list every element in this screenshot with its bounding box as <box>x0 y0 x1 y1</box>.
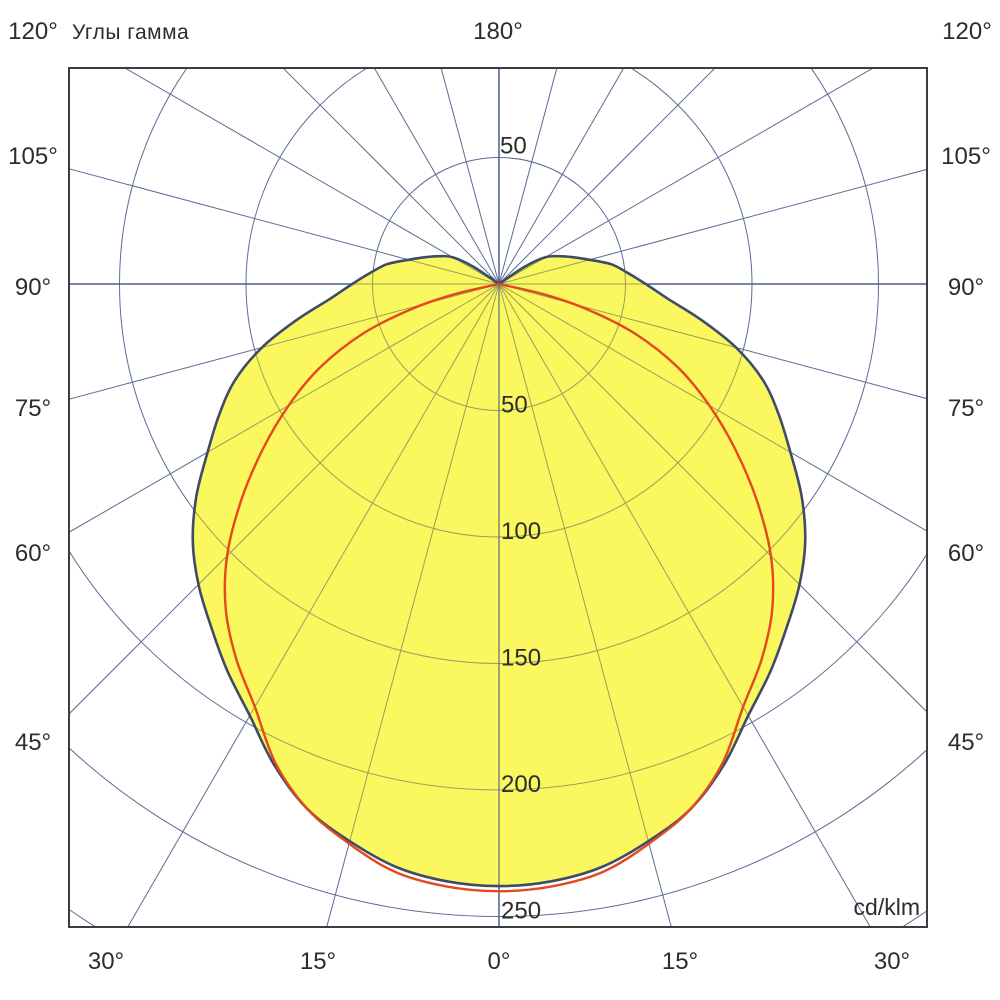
intensity-label-100: 100 <box>501 518 541 545</box>
angle-label-left-60: 60° <box>15 540 51 567</box>
gamma-grid-line-overlay-30 <box>498 283 806 887</box>
angle-label-left-75: 75° <box>15 395 51 422</box>
intensity-label-50: 50 <box>501 392 528 419</box>
angle-label-bottom-1-15: 15° <box>300 948 336 975</box>
gamma-grid-line-overlay-165 <box>498 256 806 285</box>
plot-border <box>68 67 928 928</box>
angle-label-bottom-3-15: 15° <box>662 948 698 975</box>
gamma-grid-line-overlay-60 <box>498 283 806 887</box>
gamma-grid-line-overlay-300 <box>192 283 500 887</box>
gamma-grid-line-255 <box>69 168 500 285</box>
gamma-grid-line-105 <box>498 168 927 285</box>
gamma-grid-line-150 <box>498 68 625 285</box>
gamma-grid-line-overlay-195 <box>192 256 500 285</box>
gamma-grid-line-165 <box>498 68 558 285</box>
gamma-grid-line-overlay-285 <box>192 283 500 647</box>
gamma-grid-line-overlay-315 <box>192 283 500 887</box>
gamma-grid-line-overlay-150 <box>498 256 806 285</box>
gamma-grid-line-overlay-330 <box>192 283 500 887</box>
gamma-grid-line-135 <box>498 68 716 285</box>
c90-c270-curve <box>223 282 775 893</box>
angle-label-bottom-4-30: 30° <box>874 948 910 975</box>
gamma-grid-line-195 <box>440 68 500 285</box>
angle-label-right-90: 90° <box>948 274 984 301</box>
gamma-grid-line-overlay-135 <box>498 256 806 285</box>
gamma-grid-line-120 <box>498 68 875 285</box>
angle-label-left-105: 105° <box>8 143 58 170</box>
intensity-label-upper-50: 50 <box>500 133 527 160</box>
angle-label-bottom-2-0: 0° <box>488 948 511 975</box>
gamma-grid-line-overlay-75 <box>498 283 806 647</box>
gamma-grid-line-overlay-45 <box>498 283 806 887</box>
angle-label-right-75: 75° <box>948 395 984 422</box>
gamma-grid-line-240 <box>123 68 500 285</box>
c0-c180-lobe-outline <box>191 254 807 888</box>
angle-label-top-right-120: 120° <box>942 18 992 45</box>
gamma-grid-line-overlay-15 <box>498 283 806 887</box>
gamma-grid-line-overlay-105 <box>498 256 806 285</box>
gamma-grid-line-210 <box>373 68 500 285</box>
angle-label-top-left-120: 120° <box>8 18 58 45</box>
angle-label-right-60: 60° <box>948 540 984 567</box>
gamma-grid-line-225 <box>282 68 500 285</box>
intensity-label-150: 150 <box>501 645 541 672</box>
angle-label-bottom-0-30: 30° <box>88 948 124 975</box>
intensity-label-250: 250 <box>501 898 541 925</box>
angle-label-left-90: 90° <box>15 274 51 301</box>
gamma-grid-line-overlay-345 <box>192 283 500 887</box>
intensity-label-200: 200 <box>501 771 541 798</box>
angle-label-right-45: 45° <box>948 729 984 756</box>
angle-label-right-105: 105° <box>941 143 991 170</box>
chart-title: Углы гамма <box>72 21 190 44</box>
gamma-grid-line-overlay-120 <box>498 256 806 285</box>
unit-label: cd/klm <box>854 894 920 920</box>
angle-label-top-180: 180° <box>473 18 523 45</box>
angle-label-left-45: 45° <box>15 729 51 756</box>
